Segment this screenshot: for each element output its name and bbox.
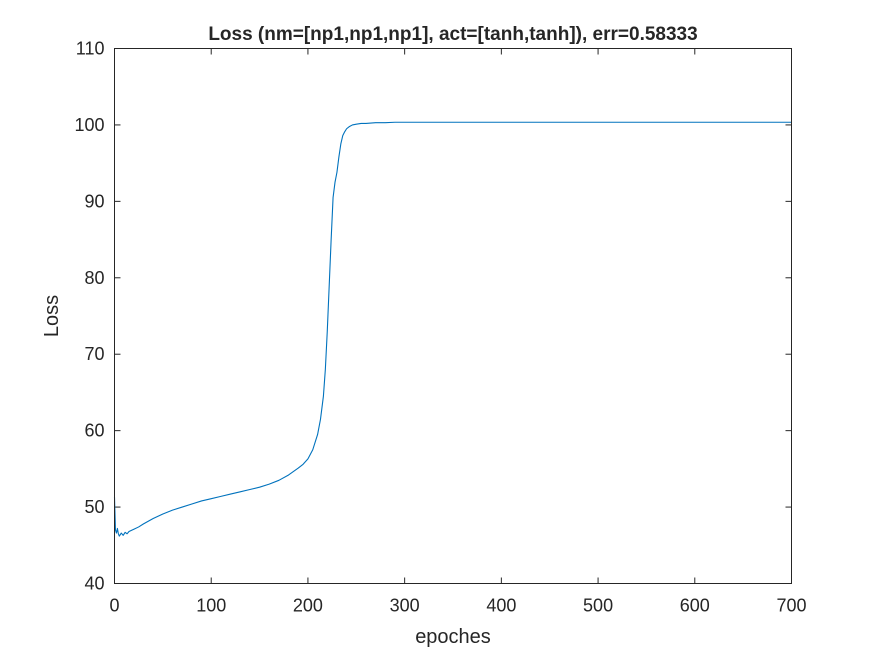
- x-tick-label: 200: [293, 596, 323, 616]
- y-tick-label: 50: [84, 497, 104, 517]
- y-tick-label: 40: [84, 574, 104, 594]
- y-tick-label: 80: [84, 268, 104, 288]
- y-tick-label: 60: [84, 421, 104, 441]
- y-tick-label: 100: [74, 115, 104, 135]
- x-tick-label: 600: [680, 596, 710, 616]
- chart-title: Loss (nm=[np1,np1,np1], act=[tanh,tanh])…: [208, 24, 697, 45]
- plot-area-box: [114, 48, 792, 584]
- x-tick-label: 400: [486, 596, 516, 616]
- x-tick-label: 100: [196, 596, 226, 616]
- y-tick-label: 70: [84, 344, 104, 364]
- x-tick-label: 300: [390, 596, 420, 616]
- axis-tick-labels: 0 100 200 300 400 500 600 700 40 50 60 70 80 90 100 110: [74, 39, 806, 616]
- y-tick-label: 110: [76, 39, 105, 59]
- axis-ticks: [114, 48, 792, 584]
- y-tick-label: 90: [84, 191, 104, 211]
- loss-series-line: [113, 121, 792, 537]
- y-axis-label: Loss: [41, 295, 63, 337]
- x-tick-label: 500: [583, 596, 613, 616]
- x-tick-label: 700: [776, 596, 806, 616]
- x-axis-label: epoches: [415, 626, 491, 648]
- x-tick-label: 0: [109, 596, 119, 616]
